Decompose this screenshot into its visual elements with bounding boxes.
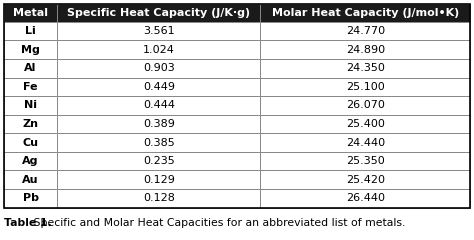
Bar xyxy=(4,133,57,152)
Text: Au: Au xyxy=(22,175,39,185)
Bar xyxy=(57,189,260,208)
Bar xyxy=(4,189,57,208)
Bar xyxy=(57,115,260,133)
Text: Metal: Metal xyxy=(13,8,48,18)
Bar xyxy=(260,4,470,22)
Bar xyxy=(4,4,57,22)
Bar xyxy=(260,189,470,208)
Text: 0.389: 0.389 xyxy=(143,119,175,129)
Bar xyxy=(260,133,470,152)
Text: Li: Li xyxy=(25,26,36,36)
Bar xyxy=(260,22,470,41)
Text: 24.890: 24.890 xyxy=(346,45,385,55)
Bar xyxy=(4,4,470,208)
Bar xyxy=(4,59,57,78)
Text: Specific Heat Capacity (J/K·g): Specific Heat Capacity (J/K·g) xyxy=(67,8,250,18)
Bar xyxy=(260,78,470,96)
Text: Mg: Mg xyxy=(21,45,40,55)
Bar xyxy=(260,152,470,170)
Text: 0.449: 0.449 xyxy=(143,82,175,92)
Text: Ag: Ag xyxy=(22,156,39,166)
Text: Zn: Zn xyxy=(23,119,38,129)
Bar xyxy=(4,152,57,170)
Text: Fe: Fe xyxy=(23,82,38,92)
Text: Cu: Cu xyxy=(23,138,38,148)
Text: 1.024: 1.024 xyxy=(143,45,175,55)
Text: 3.561: 3.561 xyxy=(143,26,175,36)
Bar xyxy=(260,41,470,59)
Text: Molar Heat Capacity (J/mol•K): Molar Heat Capacity (J/mol•K) xyxy=(272,8,459,18)
Text: 26.440: 26.440 xyxy=(346,193,385,203)
Bar xyxy=(4,78,57,96)
Text: 26.070: 26.070 xyxy=(346,101,385,110)
Text: 25.420: 25.420 xyxy=(346,175,385,185)
Bar xyxy=(57,170,260,189)
Text: 0.903: 0.903 xyxy=(143,63,175,73)
Bar xyxy=(57,22,260,41)
Text: Al: Al xyxy=(25,63,37,73)
Bar xyxy=(260,59,470,78)
Bar xyxy=(4,115,57,133)
Text: 24.770: 24.770 xyxy=(346,26,385,36)
Text: 0.444: 0.444 xyxy=(143,101,175,110)
Text: 25.100: 25.100 xyxy=(346,82,384,92)
Bar xyxy=(57,96,260,115)
Bar xyxy=(4,22,57,41)
Bar xyxy=(57,78,260,96)
Text: 0.129: 0.129 xyxy=(143,175,175,185)
Bar xyxy=(260,96,470,115)
Bar xyxy=(57,41,260,59)
Bar xyxy=(57,59,260,78)
Text: Ni: Ni xyxy=(24,101,37,110)
Bar xyxy=(57,133,260,152)
Text: Table 1.: Table 1. xyxy=(4,218,52,228)
Bar xyxy=(260,115,470,133)
Text: Specific and Molar Heat Capacities for an abbreviated list of metals.: Specific and Molar Heat Capacities for a… xyxy=(30,218,405,228)
Text: 0.128: 0.128 xyxy=(143,193,175,203)
Bar xyxy=(4,170,57,189)
Text: 24.440: 24.440 xyxy=(346,138,385,148)
Bar xyxy=(57,4,260,22)
Bar xyxy=(57,152,260,170)
Bar xyxy=(260,170,470,189)
Text: Pb: Pb xyxy=(23,193,38,203)
Text: 25.400: 25.400 xyxy=(346,119,385,129)
Text: 25.350: 25.350 xyxy=(346,156,384,166)
Text: 0.235: 0.235 xyxy=(143,156,175,166)
Text: 24.350: 24.350 xyxy=(346,63,385,73)
Bar xyxy=(4,41,57,59)
Text: 0.385: 0.385 xyxy=(143,138,175,148)
Bar xyxy=(4,96,57,115)
